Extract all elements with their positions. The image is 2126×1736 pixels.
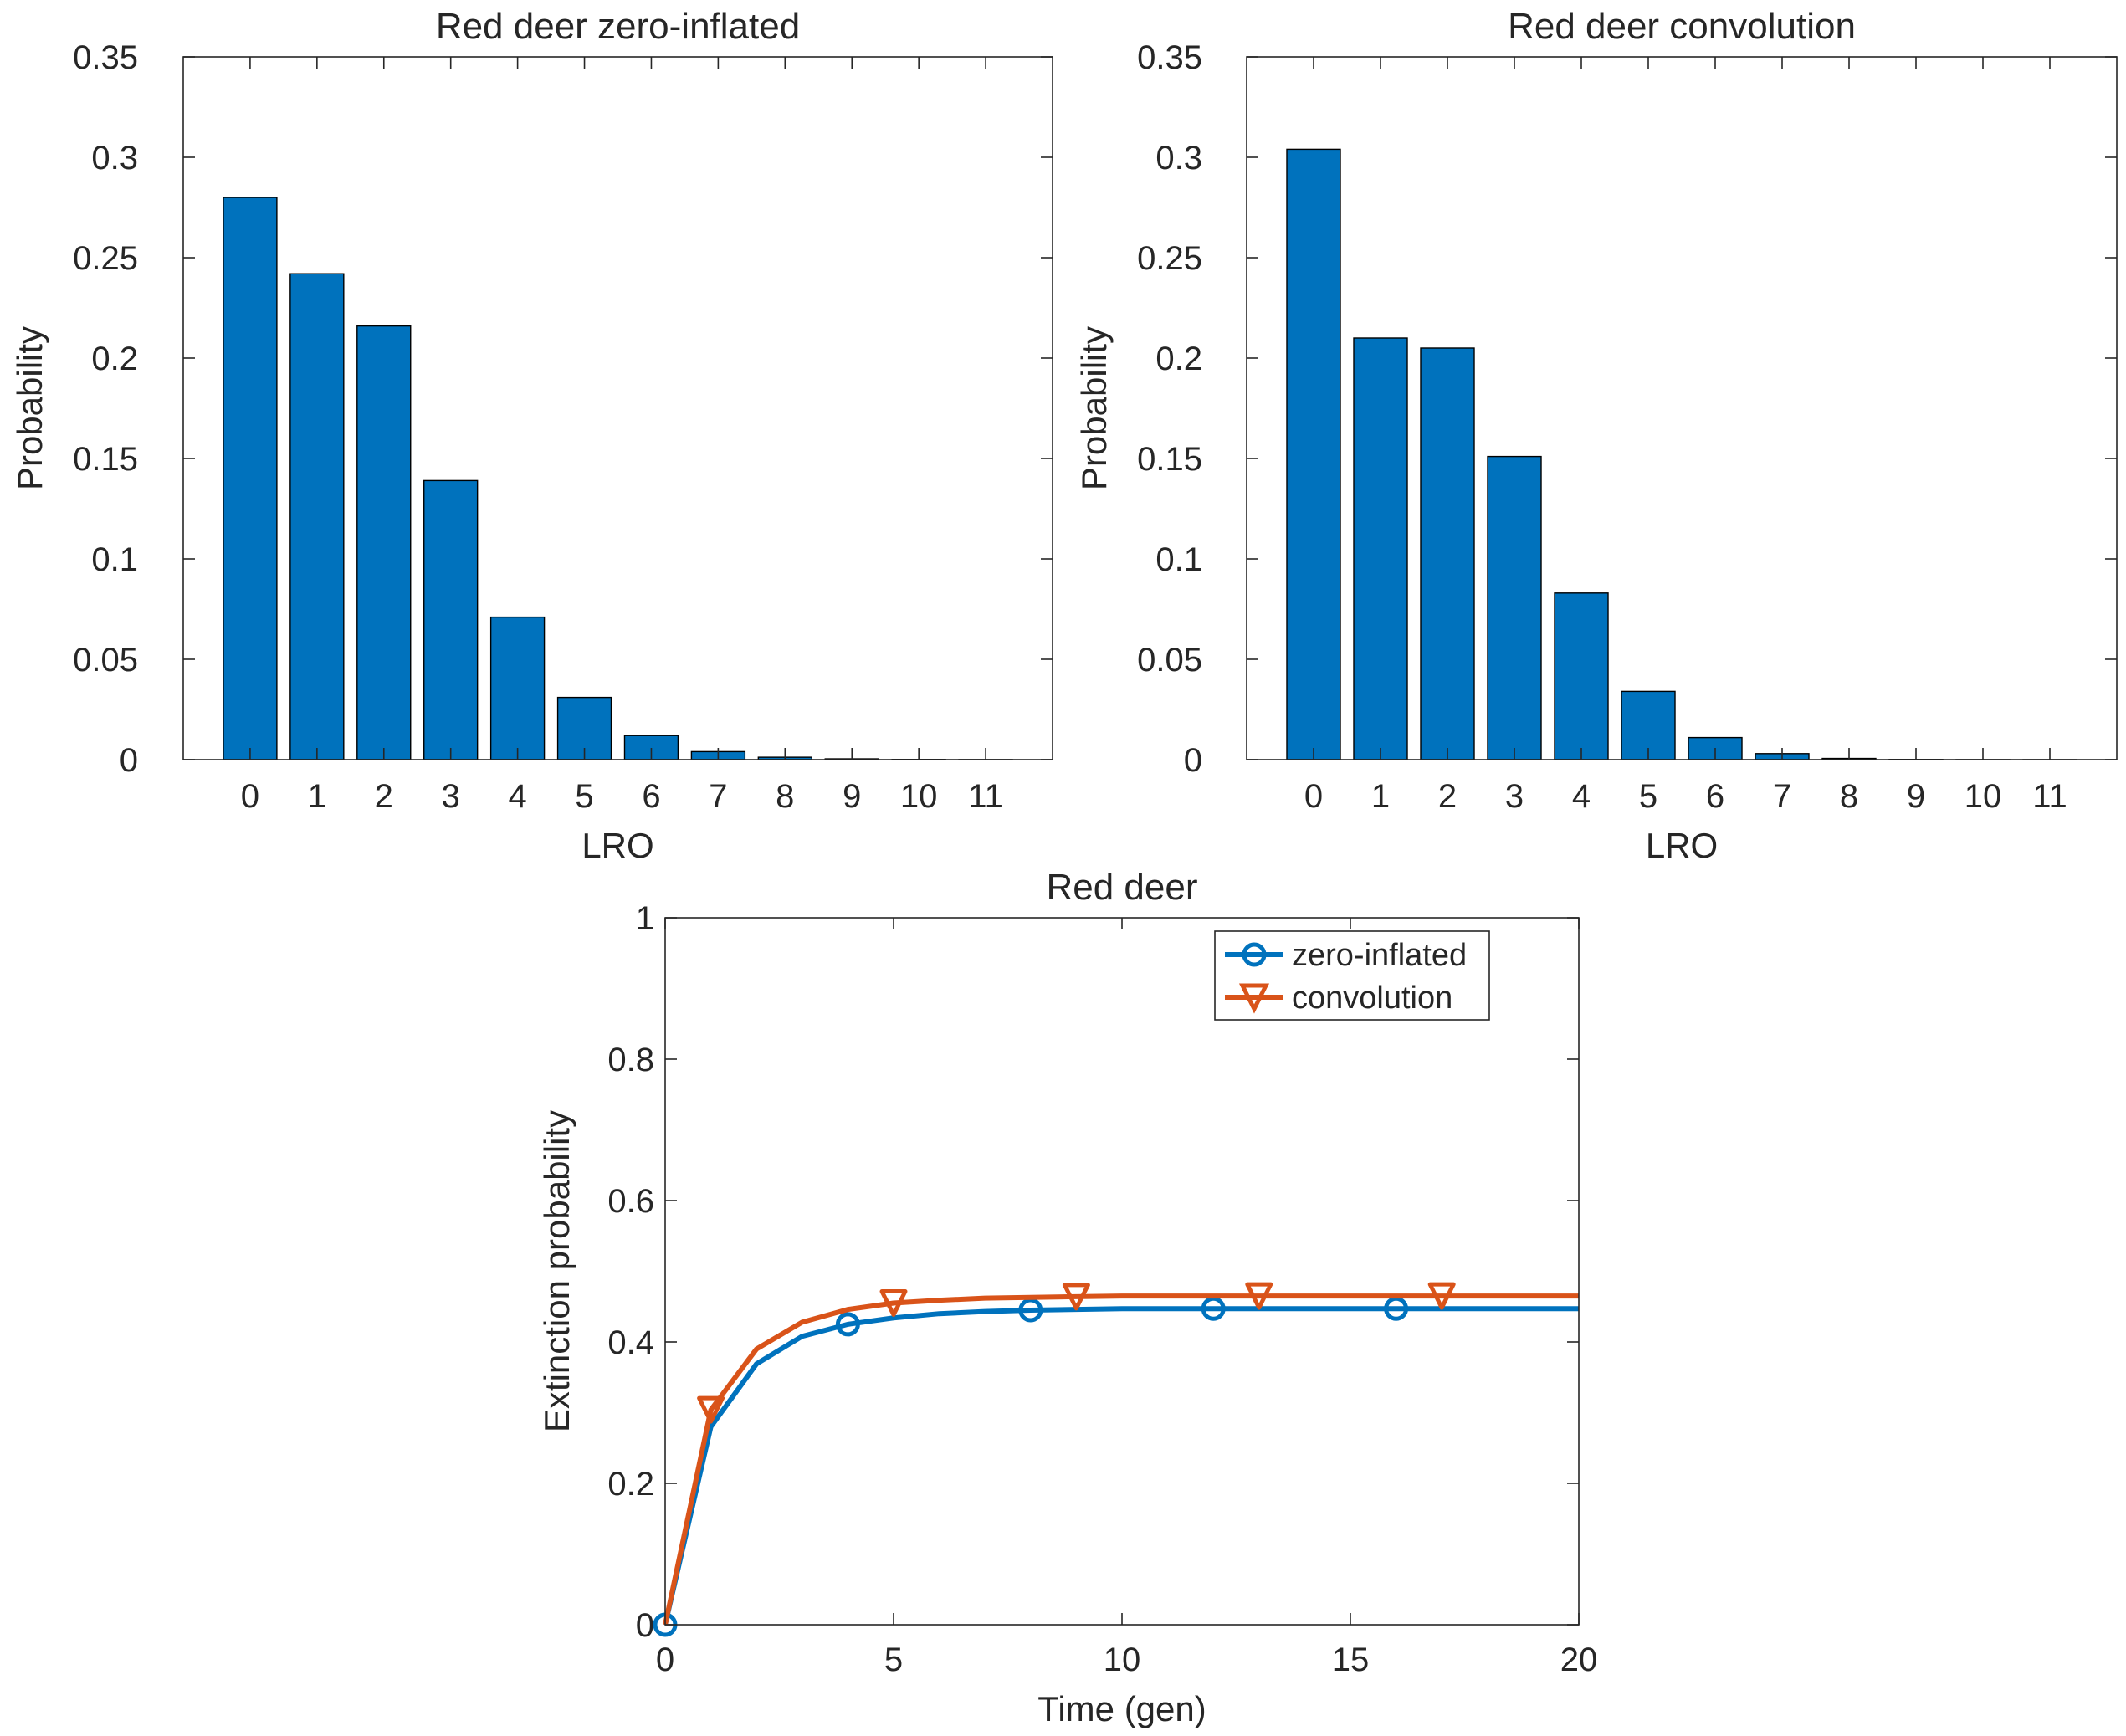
y-tick-label: 0.35: [1137, 39, 1202, 76]
bar: [223, 197, 278, 760]
x-tick-label: 15: [1332, 1641, 1370, 1678]
x-tick-label: 2: [1438, 778, 1457, 815]
chart-title: Red deer: [1046, 867, 1197, 908]
y-tick-label: 0.05: [73, 642, 138, 679]
y-tick-label: 0.2: [1155, 341, 1202, 377]
data-point-marker: [1062, 1283, 1090, 1311]
legend-item: zero-inflated: [1225, 938, 1467, 973]
chart-title: Red deer convolution: [1508, 6, 1856, 47]
y-tick-label: 0.3: [91, 140, 138, 177]
chart-zero-inflated: 0 1 2 3 4 5 6 7 8 9 10 11 0 0.05 0.1 0.15 0.2 0.25 0.3 0.35…: [10, 6, 1053, 865]
bar: [1554, 592, 1609, 760]
series-convolution: [663, 1282, 1579, 1626]
y-axis-label: Probability: [10, 326, 49, 490]
bar: [1420, 347, 1475, 760]
bar: [1286, 148, 1341, 760]
bar: [1353, 337, 1408, 760]
series-line: [663, 1306, 1579, 1626]
bar: [356, 325, 412, 760]
x-tick-label: 6: [1706, 778, 1724, 815]
data-point-marker: [1018, 1298, 1043, 1323]
chart-title: Red deer zero-inflated: [436, 6, 800, 47]
y-tick-label: 0.2: [607, 1466, 654, 1503]
y-tick-label: 0: [636, 1607, 654, 1644]
x-tick-label: 0: [656, 1641, 674, 1678]
x-tick-label: 10: [1104, 1641, 1141, 1678]
legend-item: convolution: [1225, 981, 1452, 1016]
data-point-marker: [1384, 1296, 1409, 1321]
x-tick-label: 3: [442, 778, 460, 815]
x-tick-label: 10: [1965, 778, 2002, 815]
y-tick-label: 0.1: [91, 541, 138, 578]
y-tick-label: 0.8: [607, 1042, 654, 1078]
x-tick-label: 3: [1505, 778, 1524, 815]
x-tick-label: 0: [1304, 778, 1323, 815]
x-axis-label: Time (gen): [1037, 1689, 1206, 1728]
x-tick-label: 2: [375, 778, 393, 815]
y-tick-label: 0.1: [1155, 541, 1202, 578]
data-point-marker: [835, 1312, 860, 1337]
bar: [289, 273, 345, 760]
x-tick-label: 7: [709, 778, 727, 815]
x-axis-label: LRO: [581, 826, 653, 865]
x-tick-label: 5: [1639, 778, 1657, 815]
y-tick-label: 0.25: [73, 240, 138, 277]
data-point-marker: [697, 1395, 725, 1424]
x-tick-label: 5: [575, 778, 593, 815]
x-tick-label: 9: [843, 778, 861, 815]
x-tick-label: 10: [900, 778, 938, 815]
legend-label: convolution: [1292, 981, 1452, 1016]
axes-frame: [1246, 56, 2118, 760]
legend-marker: [1242, 942, 1267, 967]
axes-frame: [182, 56, 1053, 760]
x-tick-label: 8: [1840, 778, 1858, 815]
x-tick-label: 1: [1371, 778, 1390, 815]
x-tick-label: 5: [884, 1641, 903, 1678]
chart-extinction: 0 5 10 15 20 0 0.2 0.4 0.6 0.8 1 Red deer Time (gen)…: [537, 867, 1597, 1728]
x-tick-label: 11: [2032, 778, 2067, 815]
y-axis-label: Extinction probability: [537, 1110, 576, 1432]
y-tick-label: 0.6: [607, 1183, 654, 1220]
y-tick-label: 0.15: [73, 441, 138, 478]
y-tick-label: 1: [636, 900, 654, 937]
axes-frame: [664, 917, 1580, 1626]
y-tick-label: 0.4: [607, 1324, 654, 1361]
data-point-marker: [1245, 1282, 1273, 1310]
x-tick-label: 0: [241, 778, 259, 815]
legend: zero-inflated convolution: [1214, 930, 1490, 1021]
x-tick-label: 20: [1560, 1641, 1598, 1678]
bar: [489, 616, 546, 760]
x-tick-label: 6: [642, 778, 660, 815]
x-tick-label: 4: [508, 778, 526, 815]
legend-marker: [1238, 983, 1270, 1014]
data-point-marker: [1427, 1282, 1456, 1310]
x-tick-label: 7: [1773, 778, 1791, 815]
series-line: [663, 1293, 1579, 1626]
y-axis-label: Probability: [1074, 326, 1114, 490]
y-tick-label: 0.25: [1137, 240, 1202, 277]
series-zero-inflated: [653, 1296, 1579, 1637]
y-tick-label: 0.05: [1137, 642, 1202, 679]
y-tick-label: 0.35: [73, 39, 138, 76]
legend-label: zero-inflated: [1292, 938, 1467, 973]
x-tick-label: 1: [308, 778, 326, 815]
data-point-marker: [879, 1289, 908, 1318]
bar: [1487, 455, 1542, 760]
bar: [423, 479, 479, 760]
x-tick-label: 9: [1907, 778, 1925, 815]
y-tick-label: 0: [120, 742, 138, 779]
y-tick-label: 0.2: [91, 341, 138, 377]
y-tick-label: 0: [1184, 742, 1202, 779]
y-tick-label: 0.3: [1155, 140, 1202, 177]
chart-convolution: 0 1 2 3 4 5 6 7 8 9 10 11 0 0.05 0.1 0.15 0.2 0.25 0.3 0.35…: [1074, 6, 2118, 865]
y-tick-label: 0.15: [1137, 441, 1202, 478]
x-tick-label: 11: [968, 778, 1003, 815]
x-tick-label: 4: [1572, 778, 1591, 815]
x-tick-label: 8: [776, 778, 794, 815]
x-axis-label: LRO: [1646, 826, 1718, 865]
data-point-marker: [1201, 1296, 1226, 1321]
